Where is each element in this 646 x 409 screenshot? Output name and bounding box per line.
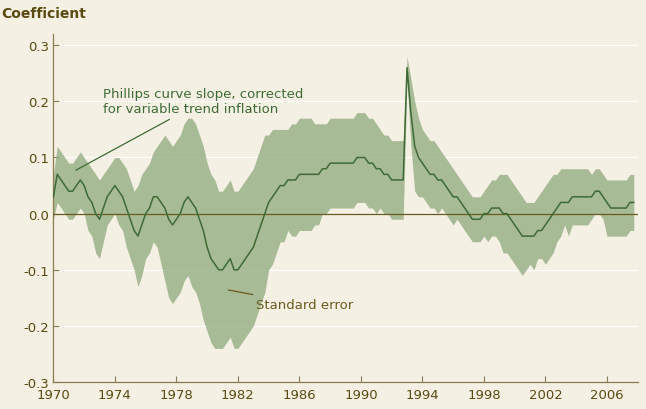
Text: Coefficient: Coefficient [1,7,86,21]
Text: Phillips curve slope, corrected
for variable trend inflation: Phillips curve slope, corrected for vari… [76,88,303,171]
Text: Standard error: Standard error [228,290,353,311]
